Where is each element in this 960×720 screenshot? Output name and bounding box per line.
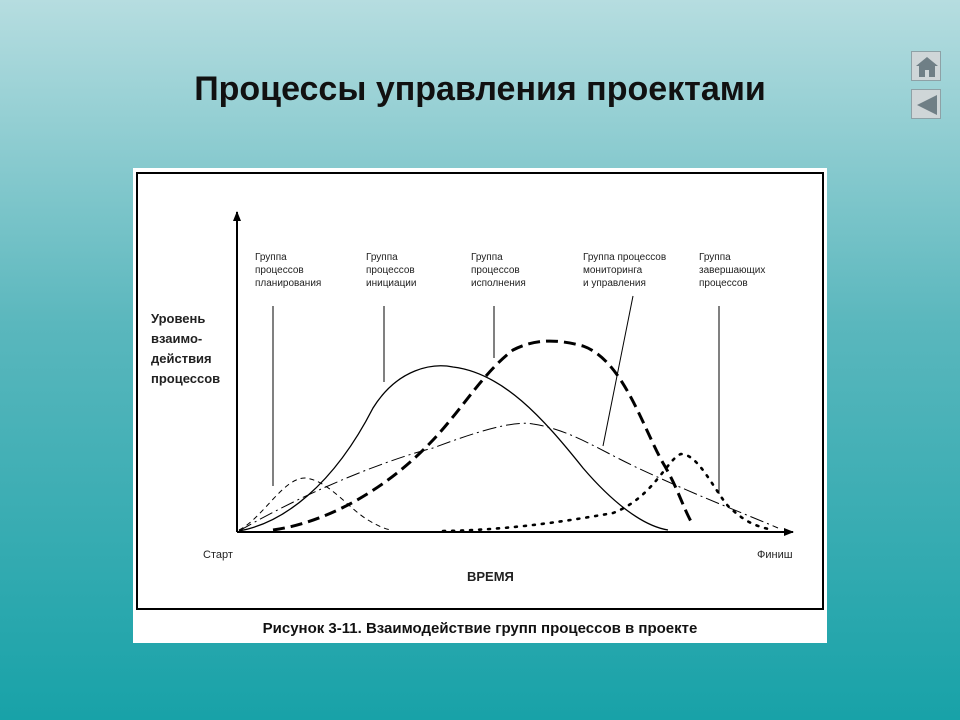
group-label-initiation-line-2: процессов	[366, 265, 415, 276]
curve-closing	[441, 452, 775, 533]
group-label-closing: Группа завершающих процессов	[699, 252, 765, 289]
y-axis-label-2: взаимо-	[151, 331, 202, 346]
figure-frame	[136, 172, 824, 610]
process-diagram: Уровень взаимо- действия процессов Старт…	[151, 211, 794, 584]
group-label-closing-line-1: Группа	[699, 252, 731, 263]
x-start-label: Старт	[203, 549, 233, 561]
group-label-planning-line-3: планирования	[255, 278, 321, 289]
group-label-planning: Группа процессов планирования	[255, 252, 321, 289]
figure: Уровень взаимо- действия процессов Старт…	[133, 168, 827, 643]
y-axis-label-3: действия	[151, 351, 212, 366]
group-label-initiation: Группа процессов инициации	[366, 252, 416, 289]
triangle-left-icon	[917, 95, 937, 115]
home-icon	[916, 57, 938, 77]
home-button[interactable]	[911, 51, 941, 81]
curve-initiation	[238, 365, 669, 532]
group-label-monitoring-line-3: и управления	[583, 278, 646, 289]
x-axis-label: ВРЕМЯ	[467, 569, 514, 584]
figure-caption: Рисунок 3-11. Взаимодействие групп проце…	[262, 620, 698, 637]
y-axis-label-4: процессов	[151, 371, 220, 386]
y-axis-label-1: Уровень	[151, 311, 205, 326]
group-label-initiation-line-1: Группа	[366, 252, 398, 263]
group-label-planning-line-1: Группа	[255, 252, 287, 263]
group-label-execution: Группа процессов исполнения	[471, 252, 526, 289]
group-label-initiation-line-3: инициации	[366, 278, 416, 289]
group-label-monitoring: Группа процессов мониторинга и управлени…	[583, 252, 666, 289]
group-label-closing-line-3: процессов	[699, 278, 748, 289]
group-label-execution-line-2: процессов	[471, 265, 520, 276]
curve-monitoring	[272, 339, 695, 532]
group-label-planning-line-2: процессов	[255, 265, 304, 276]
group-label-closing-line-2: завершающих	[699, 265, 765, 276]
curve-planning	[238, 477, 392, 531]
group-label-monitoring-line-2: мониторинга	[583, 265, 643, 276]
back-button[interactable]	[911, 89, 941, 119]
pointer-monitoring	[602, 295, 634, 447]
group-label-execution-line-1: Группа	[471, 252, 503, 263]
group-label-execution-line-3: исполнения	[471, 278, 526, 289]
slide-title: Процессы управления проектами	[194, 70, 766, 108]
group-label-monitoring-line-1: Группа процессов	[583, 252, 666, 263]
curve-execution	[238, 422, 779, 532]
x-end-label: Финиш	[757, 549, 793, 561]
